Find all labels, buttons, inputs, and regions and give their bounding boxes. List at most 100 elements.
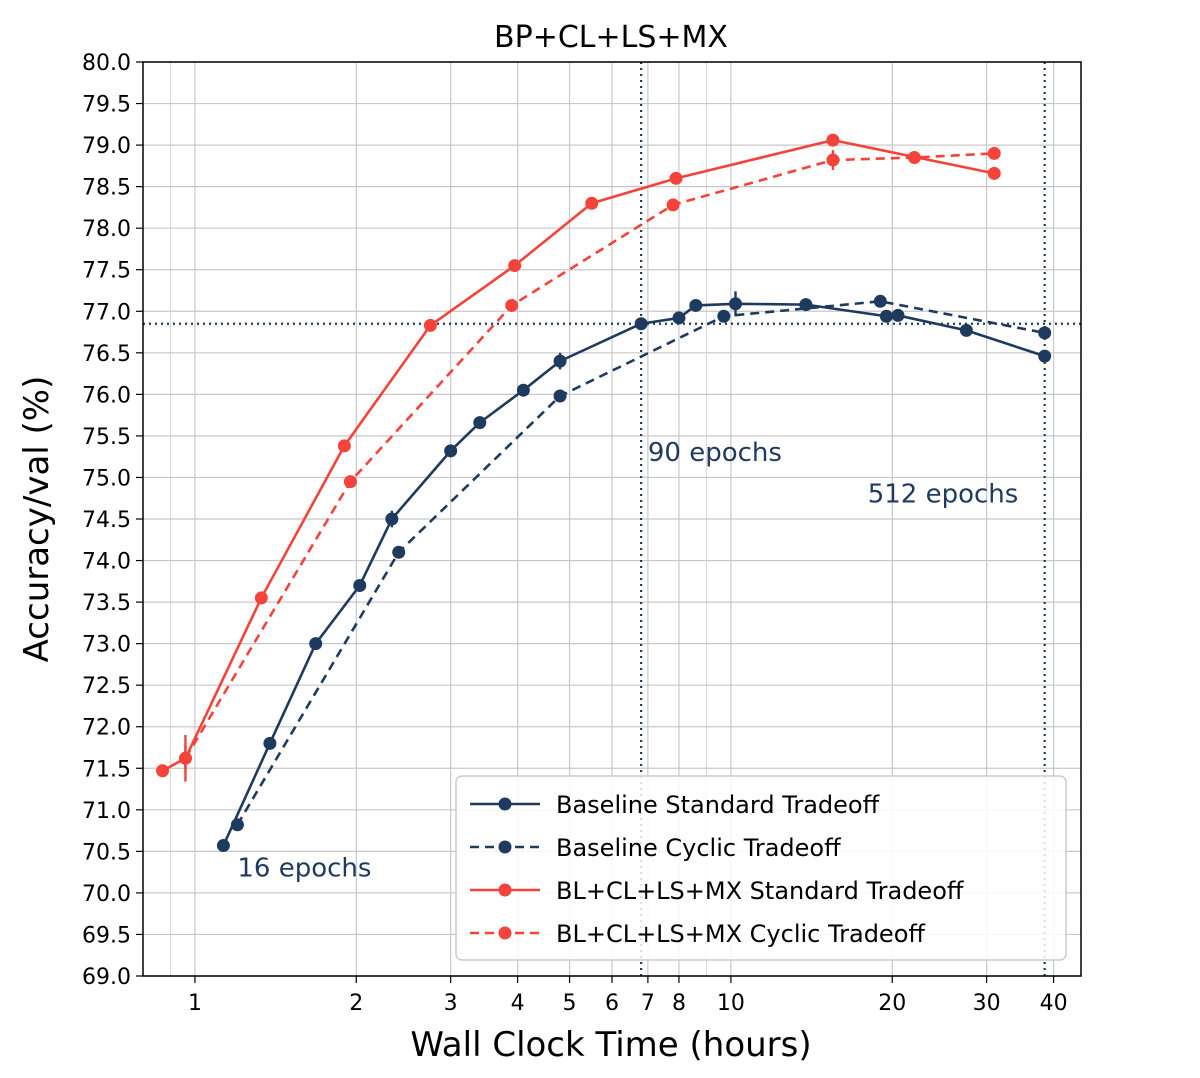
annotations: 90 epochs 512 epochs 16 epochs [237, 438, 1018, 883]
x-tick-label: 10 [717, 991, 745, 1016]
y-tick-label: 77.5 [82, 259, 131, 284]
y-tick-label: 72.0 [82, 716, 131, 741]
data-point [516, 383, 530, 397]
y-tick-label: 75.5 [82, 425, 131, 450]
x-axis-label: Wall Clock Time (hours) [410, 1025, 811, 1065]
y-axis-ticks: 69.0 69.5 70.0 70.5 71.0 71.5 72.0 72.5 73.0 73.5… [82, 51, 143, 990]
y-tick-label: 73.0 [82, 633, 131, 658]
x-tick-label: 2 [349, 991, 363, 1016]
y-tick-label: 72.5 [82, 674, 131, 699]
y-tick-label: 74.5 [82, 508, 131, 533]
y-tick-label: 73.5 [82, 591, 131, 616]
data-point [263, 736, 277, 750]
legend-item: BL+CL+LS+MX Standard Tradeoff [470, 877, 964, 905]
x-tick-label: 7 [641, 991, 655, 1016]
data-point [505, 298, 519, 312]
data-point [689, 298, 703, 312]
legend-marker [498, 797, 512, 811]
data-point [729, 297, 743, 311]
x-tick-label: 6 [605, 991, 619, 1016]
data-point [156, 764, 170, 778]
legend-marker [498, 883, 512, 897]
legend-item: Baseline Cyclic Tradeoff [470, 834, 841, 862]
data-point [959, 323, 973, 337]
series-line [236, 300, 1045, 826]
legend-item: Baseline Standard Tradeoff [470, 791, 880, 819]
data-point [826, 153, 840, 167]
data-point [553, 389, 567, 403]
data-point [178, 751, 192, 765]
data-point [353, 578, 367, 592]
data-point [891, 308, 905, 322]
x-tick-label: 8 [672, 991, 686, 1016]
data-point [717, 309, 731, 323]
data-point [216, 839, 230, 853]
data-point [987, 166, 1001, 180]
series [230, 294, 1052, 832]
data-point [873, 294, 887, 308]
legend-label: Baseline Standard Tradeoff [556, 791, 880, 819]
x-axis-ticks: 1 2 3 4 5 6 7 8 10 20 30 40 [188, 976, 1068, 1016]
data-point [423, 318, 437, 332]
y-tick-label: 80.0 [82, 51, 131, 76]
legend: Baseline Standard Tradeoff Baseline Cycli… [455, 775, 1067, 961]
legend-item: BL+CL+LS+MX Cyclic Tradeoff [470, 920, 925, 948]
data-point [553, 354, 567, 368]
data-point [385, 512, 399, 526]
data-point [672, 311, 686, 325]
x-tick-label: 3 [444, 991, 458, 1016]
data-point [1038, 349, 1052, 363]
data-point [444, 444, 458, 458]
y-tick-label: 78.0 [82, 217, 131, 242]
data-point [987, 146, 1001, 160]
series-line [161, 138, 995, 772]
chart-title: BP+CL+LS+MX [494, 20, 728, 55]
series [178, 146, 1001, 782]
legend-label: BL+CL+LS+MX Standard Tradeoff [556, 877, 964, 905]
y-tick-label: 76.5 [82, 342, 131, 367]
x-tick-label: 4 [511, 991, 525, 1016]
data-point [634, 317, 648, 331]
legend-label: BL+CL+LS+MX Cyclic Tradeoff [556, 920, 925, 948]
data-point [392, 545, 406, 559]
y-tick-label: 71.0 [82, 799, 131, 824]
annotation: 16 epochs [237, 853, 371, 883]
y-tick-label: 77.0 [82, 300, 131, 325]
x-tick-label: 20 [878, 991, 906, 1016]
y-tick-label: 75.0 [82, 466, 131, 491]
legend-label: Baseline Cyclic Tradeoff [556, 834, 841, 862]
series [216, 291, 1052, 853]
y-tick-label: 76.0 [82, 383, 131, 408]
y-tick-label: 71.5 [82, 757, 131, 782]
reference-lines [143, 62, 1081, 976]
x-tick-label: 1 [188, 991, 202, 1016]
y-tick-label: 69.0 [82, 965, 131, 990]
legend-marker [498, 926, 512, 940]
x-tick-label: 30 [973, 991, 1001, 1016]
data-point [879, 309, 893, 323]
data-point [309, 637, 323, 651]
data-point [230, 818, 244, 832]
y-tick-label: 79.0 [82, 134, 131, 159]
annotation: 512 epochs [868, 479, 1019, 509]
data-point [826, 133, 840, 147]
data-point [337, 439, 351, 453]
data-point [473, 416, 487, 430]
x-tick-label: 5 [563, 991, 577, 1016]
data-point [343, 475, 357, 489]
data-point [254, 591, 268, 605]
annotation: 90 epochs [648, 438, 782, 468]
y-axis-label: Accuracy/val (%) [17, 376, 57, 663]
y-tick-label: 74.0 [82, 550, 131, 575]
y-tick-label: 69.5 [82, 923, 131, 948]
data-point [508, 259, 522, 273]
series-group [156, 133, 1052, 853]
data-point [1038, 326, 1052, 340]
data-point [666, 198, 680, 212]
data-point [585, 196, 599, 210]
y-tick-label: 70.5 [82, 840, 131, 865]
legend-marker [498, 840, 512, 854]
data-point [669, 171, 683, 185]
x-tick-label: 40 [1040, 991, 1068, 1016]
